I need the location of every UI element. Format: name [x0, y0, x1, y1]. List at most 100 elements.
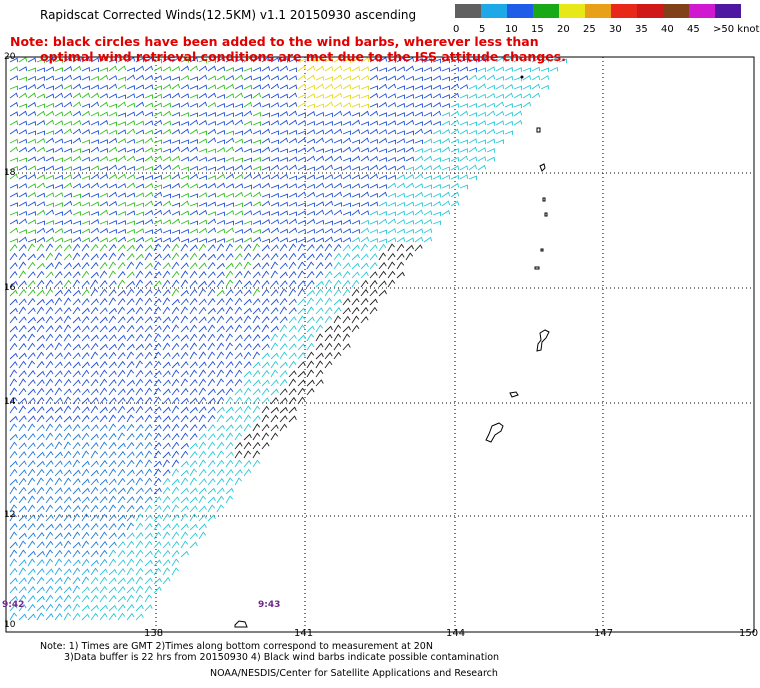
wind-barb — [9, 252, 18, 261]
wind-barb — [225, 270, 234, 279]
wind-barb — [252, 396, 261, 405]
wind-barb — [153, 387, 162, 396]
wind-barb — [441, 157, 451, 163]
wind-barb — [153, 342, 162, 351]
wind-barb — [36, 243, 45, 252]
wind-barb — [198, 369, 207, 378]
wind-barb — [108, 387, 117, 396]
wind-barb — [216, 342, 225, 351]
wind-barb — [486, 128, 496, 135]
wind-barb — [72, 325, 81, 333]
wind-barb — [270, 66, 280, 72]
wind-barb — [99, 74, 109, 81]
wind-barb — [243, 370, 252, 378]
wind-barb — [513, 103, 523, 109]
wind-barb — [279, 378, 288, 387]
wind-barb — [270, 119, 280, 126]
wind-barb — [297, 210, 307, 216]
wind-barb — [45, 174, 55, 180]
wind-barb — [99, 378, 108, 387]
wind-barb — [198, 202, 208, 207]
wind-barb — [36, 209, 46, 216]
wind-barb — [261, 193, 271, 199]
wind-barb — [234, 289, 243, 297]
wind-barb — [189, 252, 198, 261]
wind-barb — [144, 459, 153, 468]
wind-barb — [90, 57, 100, 63]
wind-barb — [216, 253, 225, 261]
wind-barb — [261, 182, 271, 189]
wind-barb — [72, 603, 81, 612]
wind-barb — [117, 432, 125, 441]
wind-barb — [324, 243, 333, 252]
wind-barb — [243, 75, 253, 81]
wind-barb — [198, 387, 207, 396]
wind-barb — [72, 423, 81, 432]
wind-barb — [216, 66, 226, 72]
wind-barb — [477, 74, 487, 81]
wind-barb — [81, 201, 91, 207]
wind-barb — [477, 164, 487, 171]
wind-barb — [189, 541, 198, 549]
wind-barb — [261, 334, 270, 342]
wind-barb — [63, 558, 72, 567]
wind-barb — [117, 270, 126, 279]
wind-barb — [279, 165, 289, 171]
wind-barb — [468, 164, 478, 171]
wind-barb — [288, 370, 297, 378]
wind-barb — [36, 298, 45, 306]
wind-barb — [387, 165, 397, 171]
wind-barb — [90, 388, 99, 396]
wind-barb — [63, 156, 73, 162]
wind-barb — [45, 130, 55, 135]
wind-barb — [81, 103, 91, 109]
wind-barb — [225, 220, 235, 226]
wind-barb — [414, 228, 424, 234]
wind-barb — [135, 236, 145, 243]
wind-barb — [477, 57, 487, 63]
wind-barb — [198, 148, 208, 153]
wind-barb — [126, 237, 136, 243]
wind-barb — [279, 262, 288, 270]
wind-barb — [261, 361, 270, 369]
wind-barb — [243, 84, 253, 90]
wind-barb — [405, 56, 415, 63]
wind-barb — [27, 360, 36, 369]
wind-barb — [207, 324, 216, 333]
wind-barb — [144, 550, 153, 558]
wind-barb — [189, 496, 198, 504]
wind-barb — [279, 137, 289, 144]
wind-barb — [288, 227, 298, 234]
wind-barb — [423, 93, 433, 99]
wind-barb — [234, 442, 243, 450]
wind-barb — [171, 324, 180, 333]
wind-barb — [216, 298, 225, 306]
wind-barb — [189, 165, 199, 171]
wind-barb — [99, 469, 108, 477]
wind-barb — [126, 603, 135, 612]
wind-barb — [432, 75, 442, 81]
wind-barb — [45, 495, 54, 504]
wind-barb — [477, 111, 487, 117]
wind-barb — [162, 102, 172, 108]
wind-barb — [72, 75, 82, 81]
wind-barb — [117, 183, 127, 189]
wind-barb — [9, 522, 18, 531]
wind-barb — [144, 316, 153, 324]
wind-barb — [27, 370, 36, 378]
wind-barb — [9, 333, 18, 342]
wind-barb — [432, 157, 442, 162]
wind-barb — [63, 514, 72, 522]
wind-barb — [153, 468, 162, 477]
wind-barb — [126, 102, 136, 108]
wind-barb — [387, 270, 396, 279]
wind-barb — [432, 84, 442, 90]
wind-barb — [405, 138, 415, 144]
wind-barb — [72, 289, 81, 297]
wind-barb — [108, 103, 118, 109]
wind-barb — [54, 406, 63, 414]
wind-barb — [162, 270, 171, 279]
wind-barb — [225, 67, 235, 72]
wind-barb — [441, 137, 451, 144]
